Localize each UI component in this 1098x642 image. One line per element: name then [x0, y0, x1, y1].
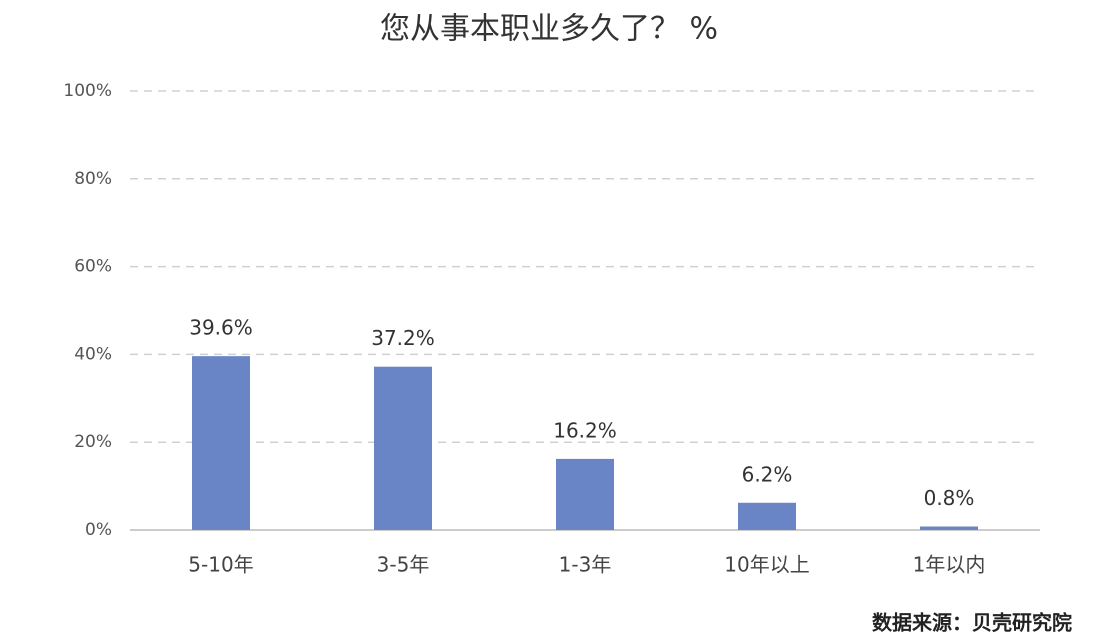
y-tick-label: 60%: [74, 257, 112, 277]
value-label: 6.2%: [742, 462, 793, 486]
y-tick-label: 100%: [63, 81, 112, 101]
x-tick-label: 1年以内: [913, 553, 986, 577]
value-label: 0.8%: [924, 486, 975, 510]
y-tick-label: 20%: [74, 432, 112, 452]
value-label: 39.6%: [189, 316, 253, 340]
bar: [556, 458, 614, 530]
bar: [920, 526, 978, 530]
value-label: 16.2%: [553, 418, 617, 442]
chart-title: 您从事本职业多久了？ %: [380, 12, 718, 47]
bar: [738, 502, 796, 530]
x-tick-label: 5-10年: [188, 553, 253, 577]
value-label: 37.2%: [371, 326, 435, 350]
bar: [374, 366, 432, 530]
y-tick-label: 40%: [74, 344, 112, 364]
y-tick-label: 80%: [74, 169, 112, 189]
source-note: 数据来源：贝壳研究院: [872, 611, 1072, 635]
y-tick-label: 0%: [85, 520, 112, 540]
x-tick-label: 10年以上: [724, 553, 809, 577]
x-tick-label: 3-5年: [377, 553, 430, 577]
bar: [192, 356, 250, 530]
x-tick-label: 1-3年: [559, 553, 612, 577]
